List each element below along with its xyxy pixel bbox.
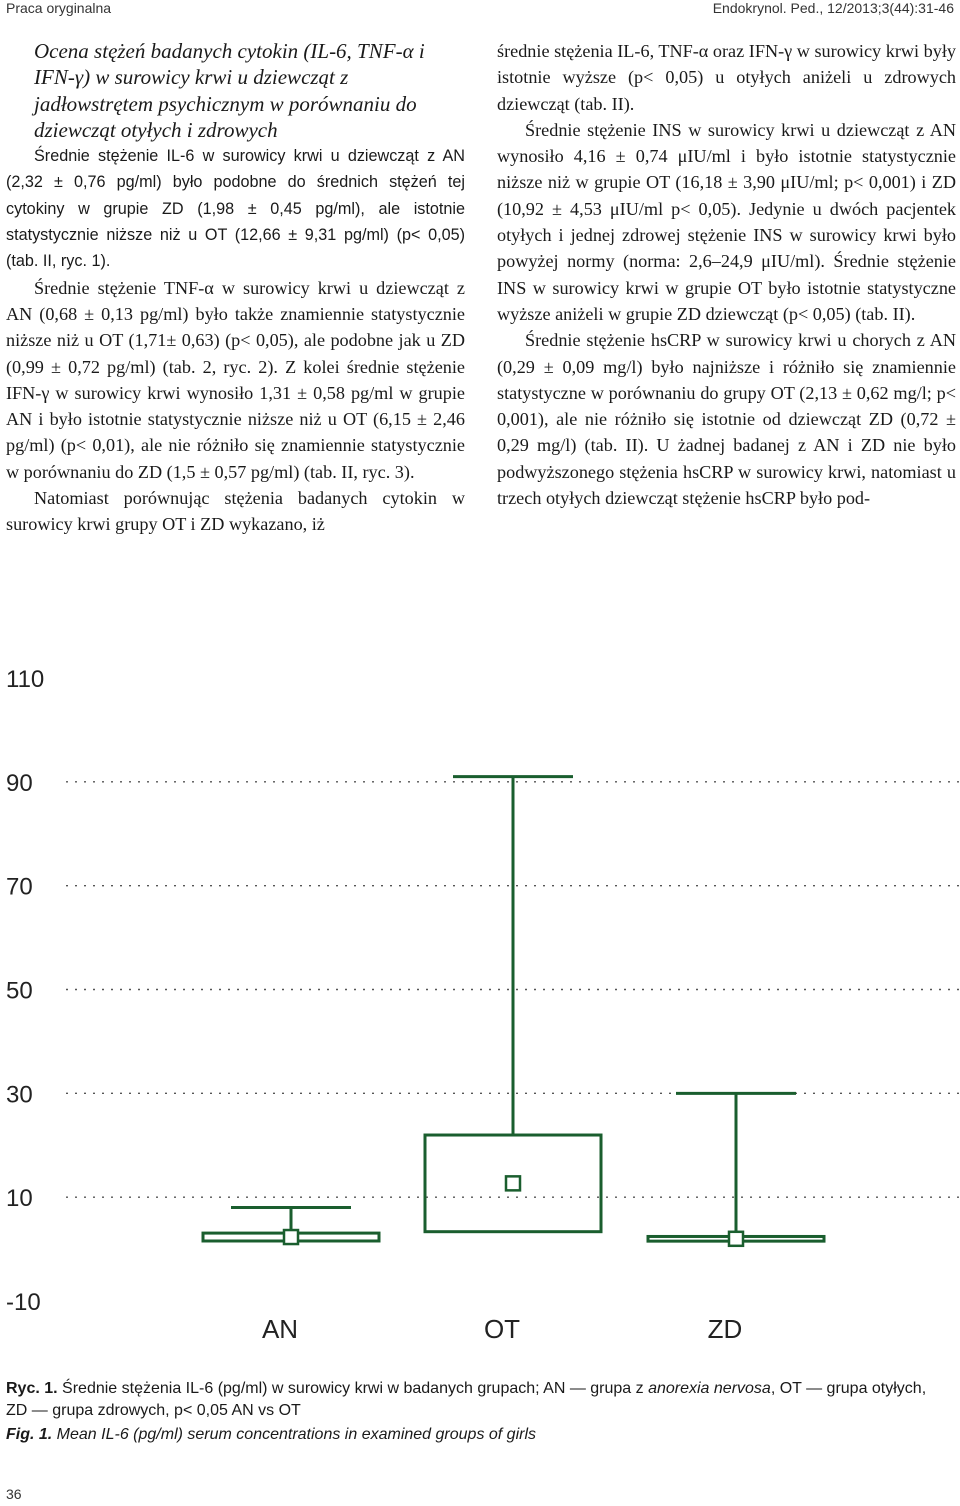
- y-axis-ticks: 110 90 70 50 30 10 -10: [6, 666, 44, 1316]
- y-tick-label: 50: [6, 978, 33, 1005]
- figure-caption-en: Fig. 1. Mean IL-6 (pg/ml) serum concentr…: [6, 1424, 946, 1446]
- figure-caption-pl: Ryc. 1. Średnie stężenia IL-6 (pg/ml) w …: [6, 1378, 946, 1422]
- paragraph-continuation: średnie stężenia IL-6, TNF-α oraz IFN-γ …: [497, 41, 956, 114]
- caption-en-text: Mean IL-6 (pg/ml) serum concentrations i…: [52, 1426, 537, 1443]
- caption-en-label: Fig. 1.: [6, 1426, 53, 1443]
- right-text-column: średnie stężenia IL-6, TNF-α oraz IFN-γ …: [497, 38, 956, 511]
- y-tick-label: -10: [6, 1289, 41, 1316]
- x-tick-label: ZD: [708, 1314, 743, 1344]
- paragraph-hscrp: Średnie stężenie hsCRP w surowicy krwi u…: [497, 330, 956, 509]
- y-tick-label: 10: [6, 1185, 33, 1212]
- page-number: 36: [6, 1486, 22, 1502]
- mean-marker: [504, 1175, 522, 1192]
- box-rect: [423, 1133, 603, 1234]
- paragraph-ins: Średnie stężenie INS w surowicy krwi u d…: [497, 119, 956, 324]
- caption-pl-text-2: , OT — grupa otyłych, ZD — grupa zdrowyc…: [6, 1380, 927, 1419]
- paragraph-il6: Średnie stężenie IL-6 w surowicy krwi u …: [6, 147, 465, 271]
- y-tick-label: 30: [6, 1081, 33, 1108]
- box-an: [201, 1206, 381, 1246]
- y-tick-label: 110: [6, 666, 44, 693]
- x-axis-ticks: AN OT ZD: [262, 1314, 742, 1344]
- section-title: Ocena stężeń badanych cytokin (IL-6, TNF…: [34, 39, 425, 142]
- paragraph-ot-zd: Natomiast porównując stężenia badanych c…: [6, 488, 465, 535]
- x-tick-label: AN: [262, 1314, 298, 1344]
- y-tick-label: 90: [6, 770, 33, 797]
- running-header-right: Endokrynol. Ped., 12/2013;3(44):31-46: [712, 0, 954, 16]
- y-tick-label: 70: [6, 874, 33, 901]
- caption-pl-italic: anorexia nervosa: [648, 1380, 771, 1397]
- paragraph-tnf-ifn: Średnie stężenie TNF-α w surowicy krwi u…: [6, 277, 465, 482]
- caption-pl-text: Średnie stężenia IL-6 (pg/ml) w surowicy…: [57, 1380, 649, 1397]
- caption-pl-label: Ryc. 1.: [6, 1380, 58, 1397]
- mean-marker: [282, 1228, 300, 1246]
- box-ot: [423, 775, 603, 1234]
- il6-box-chart: 110 90 70 50 30 10 -10 AN OT ZD: [6, 666, 960, 1344]
- left-text-column: Ocena stężeń badanych cytokin (IL-6, TNF…: [6, 38, 465, 538]
- mean-marker: [727, 1230, 745, 1248]
- box-zd: [646, 1091, 826, 1248]
- running-header-left: Praca oryginalna: [6, 0, 112, 16]
- x-tick-label: OT: [484, 1314, 520, 1344]
- chart-boxes: [201, 775, 826, 1248]
